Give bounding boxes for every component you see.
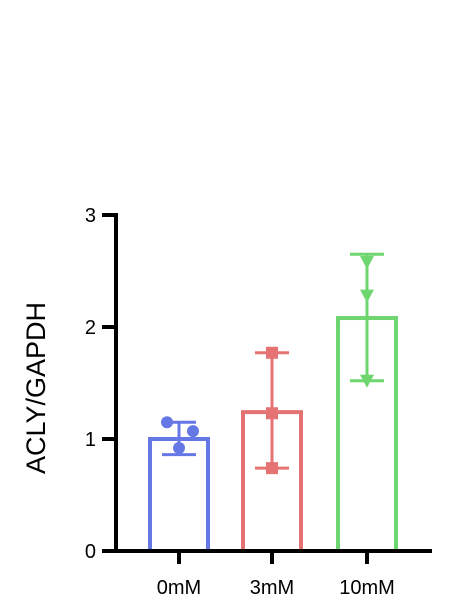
data-point (360, 374, 374, 388)
data-point (360, 256, 374, 270)
x-tick-label: 0mM (157, 577, 201, 599)
data-point (173, 441, 185, 454)
x-ticks-group: 0mM 3mM 10mM (157, 551, 395, 599)
data-point (266, 407, 278, 420)
data-point (360, 289, 374, 303)
x-tick-label: 3mM (250, 577, 294, 599)
data-point (266, 346, 278, 359)
bar-group-0mM (148, 416, 210, 553)
bar-group-3mM (241, 346, 303, 553)
x-tick-label: 10mM (339, 577, 395, 599)
y-tick-label: 1 (85, 429, 96, 451)
bars-group (148, 252, 398, 554)
bar-group-10mM (336, 252, 398, 554)
y-ticks-group: 0 1 2 3 (85, 205, 116, 563)
data-point (187, 425, 199, 438)
y-tick-label: 0 (85, 541, 96, 563)
data-point (266, 462, 278, 475)
y-axis-label: ACLY/GAPDH (21, 302, 51, 474)
y-tick-label: 3 (85, 205, 96, 227)
data-point (161, 416, 173, 429)
y-tick-label: 2 (85, 317, 96, 339)
